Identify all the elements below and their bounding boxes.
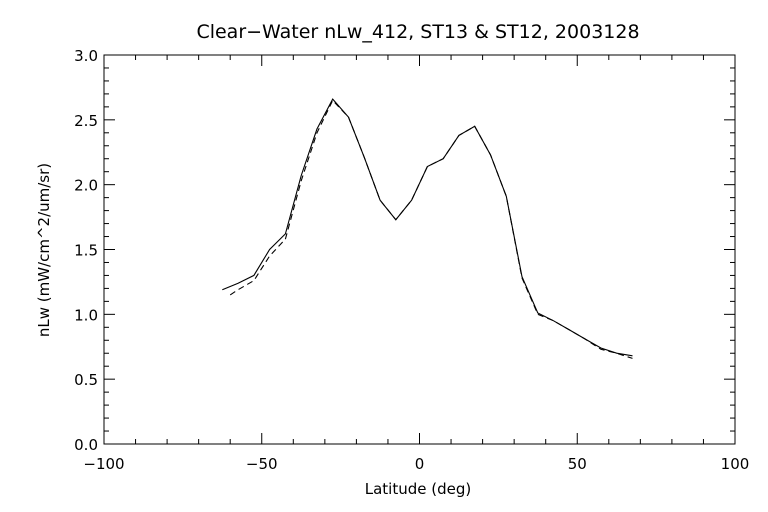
x-tick-label: 100 (721, 455, 750, 473)
series-lines (222, 98, 633, 359)
chart-title: Clear−Water nLw_412, ST13 & ST12, 200312… (196, 21, 639, 43)
x-tick-label: 50 (568, 455, 587, 473)
x-tick-label: 0 (415, 455, 425, 473)
y-tick-label: 0.5 (74, 371, 98, 389)
x-tick-label: −100 (83, 455, 124, 473)
y-tick-label: 1.5 (74, 242, 98, 260)
y-tick-label: 2.0 (74, 177, 98, 195)
y-tick-label: 0.0 (74, 436, 98, 454)
x-axis-label: Latitude (deg) (365, 480, 471, 498)
series-line-solid (222, 98, 633, 357)
series-line-dashed (229, 99, 633, 359)
y-tick-label: 2.5 (74, 112, 98, 130)
axis-ticks (103, 54, 736, 445)
x-tick-labels: −100 −50 0 50 100 (83, 455, 749, 473)
x-tick-label: −50 (246, 455, 278, 473)
y-tick-label: 3.0 (74, 47, 98, 65)
y-axis-label: nLw (mW/cm^2/um/sr) (35, 163, 53, 337)
y-tick-labels: 0.0 0.5 1.0 1.5 2.0 2.5 3.0 (74, 47, 98, 454)
y-tick-label: 1.0 (74, 306, 98, 324)
plot-frame (103, 54, 736, 445)
